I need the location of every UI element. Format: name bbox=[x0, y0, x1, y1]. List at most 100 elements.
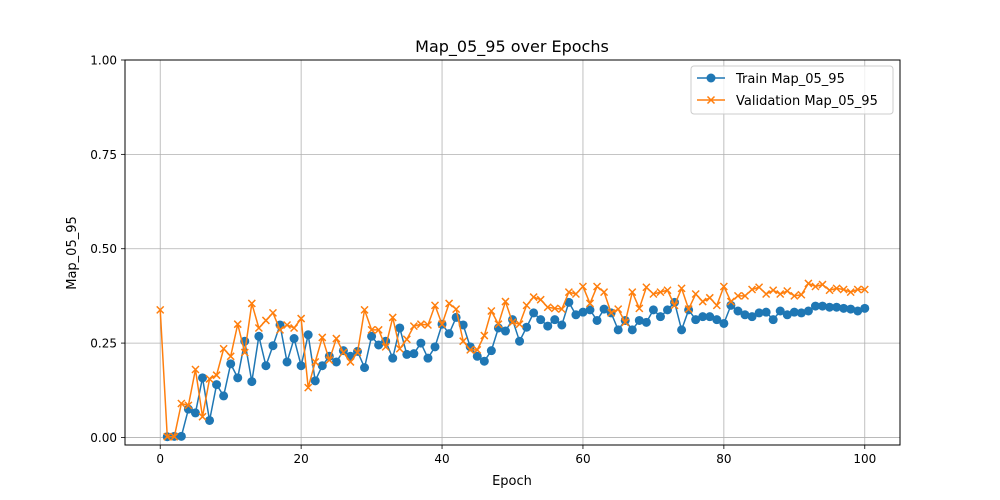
data-point bbox=[261, 316, 270, 325]
data-point bbox=[649, 289, 658, 299]
data-point bbox=[818, 280, 827, 289]
data-point bbox=[782, 310, 792, 320]
data-point bbox=[459, 337, 468, 346]
data-point bbox=[501, 297, 510, 306]
data-point bbox=[719, 282, 728, 291]
data-point bbox=[416, 320, 425, 329]
data-point bbox=[803, 306, 813, 316]
data-point bbox=[325, 356, 334, 365]
data-point bbox=[776, 289, 785, 299]
data-point bbox=[634, 315, 644, 325]
data-point bbox=[395, 344, 404, 353]
data-point bbox=[205, 374, 214, 383]
data-point bbox=[663, 286, 672, 295]
data-point bbox=[550, 315, 560, 325]
data-point bbox=[705, 293, 714, 302]
data-point bbox=[642, 283, 651, 292]
data-point bbox=[853, 306, 863, 316]
data-point bbox=[304, 383, 313, 392]
data-point bbox=[733, 306, 743, 316]
x-tick-label: 0 bbox=[156, 452, 164, 466]
data-point bbox=[219, 344, 228, 353]
data-point bbox=[543, 321, 553, 331]
data-point bbox=[860, 303, 870, 313]
legend-entry-validation: Validation Map_05_95 bbox=[697, 94, 878, 109]
data-point bbox=[614, 305, 623, 314]
data-point bbox=[409, 322, 418, 331]
data-point bbox=[430, 301, 440, 310]
data-point bbox=[367, 325, 376, 334]
data-point bbox=[719, 318, 729, 328]
data-point bbox=[212, 380, 222, 390]
data-point bbox=[466, 345, 475, 354]
y-tick-label: 1.00 bbox=[90, 54, 117, 68]
data-point bbox=[655, 312, 665, 322]
data-point bbox=[423, 320, 432, 330]
data-point bbox=[297, 314, 306, 323]
data-point bbox=[607, 308, 616, 317]
data-point bbox=[641, 317, 651, 327]
data-point bbox=[769, 286, 778, 295]
data-point bbox=[677, 325, 687, 335]
data-point bbox=[381, 342, 390, 351]
data-point bbox=[860, 285, 869, 294]
data-point bbox=[621, 318, 630, 327]
legend-validation-label: Validation Map_05_95 bbox=[736, 94, 878, 109]
data-point bbox=[839, 285, 848, 294]
data-point bbox=[268, 341, 278, 351]
legend-validation-marker bbox=[706, 95, 716, 105]
data-point bbox=[303, 330, 313, 340]
data-point bbox=[240, 348, 249, 357]
data-point bbox=[656, 288, 665, 297]
data-point bbox=[585, 305, 595, 315]
data-point bbox=[409, 349, 419, 359]
data-point bbox=[515, 320, 524, 329]
data-point bbox=[360, 305, 369, 314]
data-point bbox=[783, 286, 792, 296]
data-point bbox=[261, 361, 271, 371]
series-validation bbox=[156, 279, 869, 441]
data-point bbox=[472, 351, 482, 361]
data-point bbox=[360, 363, 370, 373]
data-point bbox=[564, 297, 574, 307]
data-point bbox=[508, 318, 517, 327]
plot-frame bbox=[124, 59, 901, 446]
data-point bbox=[593, 282, 602, 291]
data-point bbox=[430, 342, 440, 352]
data-point bbox=[846, 304, 856, 314]
chart-title: Map_05_95 over Epochs bbox=[415, 37, 609, 57]
data-point bbox=[254, 331, 264, 341]
data-point bbox=[487, 306, 496, 316]
legend: Train Map_05_95 Validation Map_05_95 bbox=[690, 65, 894, 115]
data-point bbox=[296, 361, 306, 371]
data-point bbox=[747, 312, 757, 322]
data-point bbox=[353, 348, 362, 357]
data-point bbox=[663, 305, 672, 315]
data-point bbox=[332, 334, 341, 343]
data-point bbox=[733, 291, 742, 300]
y-tick-label: 0.75 bbox=[90, 148, 117, 162]
data-point bbox=[445, 299, 454, 308]
data-point bbox=[677, 284, 686, 293]
data-point bbox=[416, 338, 426, 348]
data-point bbox=[613, 325, 623, 335]
data-point bbox=[176, 431, 186, 441]
data-point bbox=[388, 313, 397, 322]
data-point bbox=[522, 301, 531, 310]
data-point bbox=[670, 301, 679, 310]
data-point bbox=[395, 323, 405, 333]
data-point bbox=[684, 305, 693, 314]
data-point bbox=[290, 323, 299, 333]
data-point bbox=[571, 310, 581, 320]
axis-ticks: 0 20 40 60 80 100 0.00 0.25 0.50 0.75 1.00 bbox=[90, 54, 876, 467]
data-point bbox=[423, 353, 433, 363]
data-point bbox=[585, 299, 595, 308]
data-point bbox=[163, 432, 172, 441]
data-point bbox=[402, 335, 411, 344]
data-point bbox=[458, 320, 468, 330]
data-point bbox=[339, 348, 348, 357]
data-point bbox=[825, 286, 834, 295]
data-point bbox=[311, 357, 320, 366]
data-point bbox=[811, 282, 820, 291]
